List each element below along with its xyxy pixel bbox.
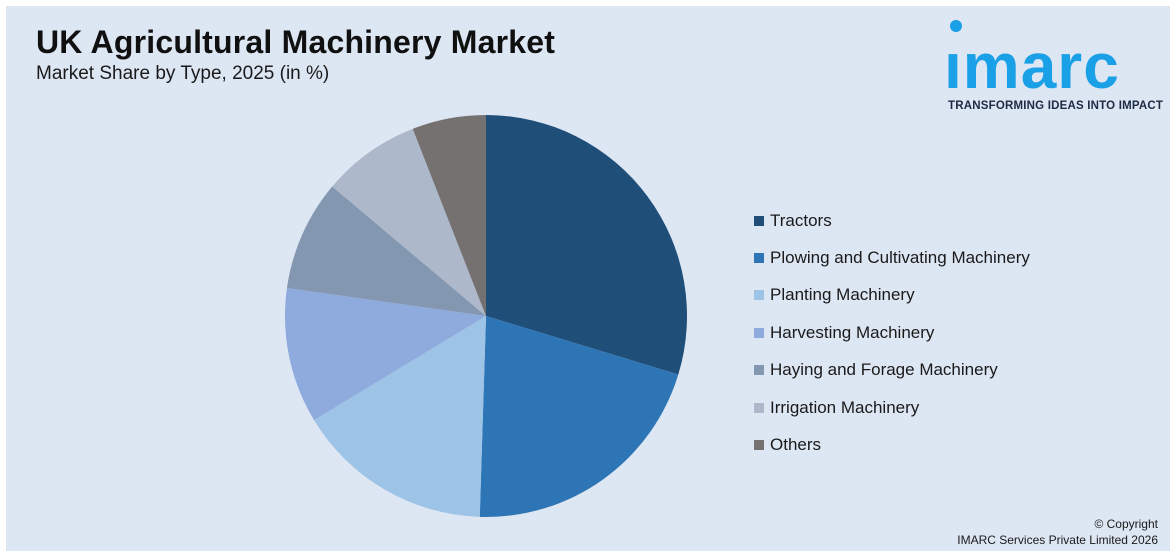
pie-slice-tractors [486, 115, 688, 375]
legend-swatch [754, 253, 764, 264]
legend-label: Plowing and Cultivating Machinery [770, 248, 1030, 268]
legend-swatch [754, 402, 764, 413]
chart-subtitle: Market Share by Type, 2025 (in %) [36, 63, 330, 84]
legend-item: Tractors [754, 202, 1030, 239]
legend-label: Irrigation Machinery [770, 397, 920, 417]
legend-item: Harvesting Machinery [754, 314, 1030, 351]
legend-item: Haying and Forage Machinery [754, 352, 1030, 389]
pie-slice-others [412, 115, 486, 316]
legend-item: Plowing and Cultivating Machinery [754, 239, 1030, 276]
legend-label: Tractors [770, 210, 832, 230]
legend-item: Others [754, 426, 1030, 463]
copyright-line-2: IMARC Services Private Limited 2026 [957, 533, 1158, 547]
legend-swatch [754, 327, 764, 338]
pie-slice-haying-and-forage-machinery [286, 186, 486, 316]
logo-wordmark: ımarc [944, 30, 1120, 102]
pie-chart [285, 115, 688, 517]
pie-slice-harvesting-machinery [285, 287, 486, 421]
pie-slice-plowing-and-cultivating-machinery [479, 316, 679, 517]
pie-slice-irrigation-machinery [332, 128, 486, 316]
legend-label: Others [770, 435, 822, 455]
legend-swatch [754, 440, 764, 451]
legend-label: Planting Machinery [770, 285, 915, 305]
copyright-line-1: © Copyright [1094, 517, 1158, 531]
legend-swatch [754, 290, 764, 301]
legend-label: Harvesting Machinery [770, 322, 935, 342]
legend-label: Haying and Forage Machinery [770, 360, 998, 380]
copyright-notice: © Copyright IMARC Services Private Limit… [957, 516, 1158, 548]
legend-swatch [754, 215, 764, 226]
logo-dot-icon [950, 20, 962, 32]
chart-card: UK Agricultural Machinery Market Market … [6, 6, 1170, 551]
imarc-logo: ımarc TRANSFORMING IDEAS INTO IMPACT [944, 12, 1170, 116]
pie-slice-planting-machinery [314, 316, 486, 517]
legend-item: Planting Machinery [754, 277, 1030, 314]
legend-item: Irrigation Machinery [754, 389, 1030, 426]
logo-tagline: TRANSFORMING IDEAS INTO IMPACT [948, 100, 1164, 112]
legend-swatch [754, 365, 764, 376]
chart-legend: Tractors Plowing and Cultivating Machiner… [754, 202, 1030, 464]
chart-title: UK Agricultural Machinery Market [36, 24, 556, 60]
